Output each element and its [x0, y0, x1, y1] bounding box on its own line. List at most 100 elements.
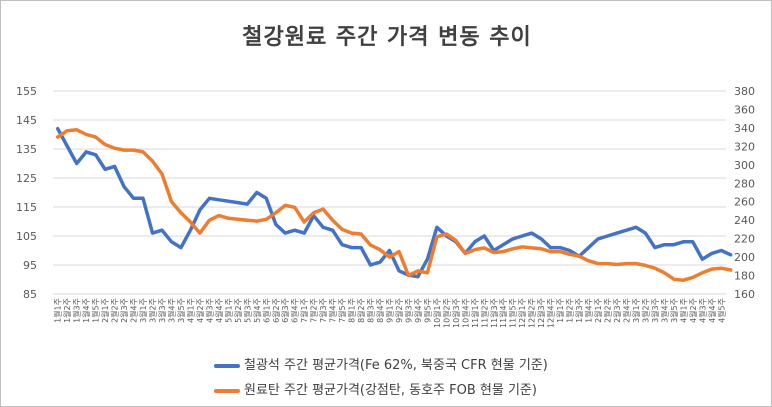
- y-axis-right: 160 180 200 220 240 260 280 300 320 340 360 380: [734, 85, 755, 301]
- x-tick-26: 7월1주: [299, 298, 309, 323]
- legend-label-iron-ore: 철광석 주간 평균가격(Fe 62%, 북중국 CFR 현물 기준): [244, 358, 548, 373]
- x-tick-58: 2월2주: [603, 298, 613, 323]
- x-tick-53: 1월1주: [555, 298, 565, 323]
- x-tick-44: 11월1주: [470, 298, 480, 328]
- y-left-tick-0: 85: [23, 288, 37, 301]
- x-tick-43: 10월4주: [460, 298, 470, 328]
- y-left-tick-4: 125: [16, 172, 37, 185]
- series-line-1: [55, 128, 733, 282]
- y-right-tick-4: 240: [734, 214, 755, 227]
- x-tick-36: 9월2주: [394, 298, 404, 323]
- y-right-tick-5: 260: [734, 196, 755, 209]
- x-tick-20: 5월3주: [242, 298, 252, 323]
- x-tick-12: 3월4주: [166, 298, 176, 323]
- y-right-tick-1: 180: [734, 270, 755, 283]
- x-tick-22: 6월1주: [261, 298, 271, 323]
- y-axis-left: 85 95 105 115 125 135 145 155: [16, 85, 37, 301]
- x-tick-24: 6월3주: [280, 298, 290, 323]
- y-left-tick-3: 115: [16, 201, 37, 214]
- x-tick-52: 12월4주: [546, 298, 556, 328]
- x-tick-0: 1월1주: [53, 298, 63, 323]
- x-tick-50: 12월2주: [527, 298, 537, 328]
- x-tick-31: 8월1주: [347, 298, 357, 323]
- x-tick-8: 2월4주: [129, 298, 139, 323]
- x-tick-60: 2월4주: [621, 298, 631, 323]
- x-tick-62: 3월2주: [640, 298, 650, 323]
- x-tick-49: 12월1주: [517, 298, 527, 328]
- x-axis: 1월1주 1월2주 1월3주 1월4주 1월5주 2월1주 2월2주 2월3주 2월4주 3월1주…: [53, 298, 727, 328]
- x-tick-47: 11월4주: [498, 298, 508, 328]
- x-tick-68: 4월3주: [697, 298, 707, 323]
- x-tick-54: 1월2주: [565, 298, 575, 323]
- x-tick-67: 4월2주: [688, 298, 698, 323]
- y-right-tick-2: 200: [734, 251, 755, 264]
- x-tick-55: 1월3주: [574, 298, 584, 323]
- x-tick-4: 1월5주: [91, 298, 101, 323]
- x-tick-65: 3월5주: [669, 298, 679, 323]
- x-tick-16: 4월3주: [204, 298, 214, 323]
- x-tick-63: 3월3주: [650, 298, 660, 323]
- x-tick-30: 7월5주: [337, 298, 347, 323]
- x-tick-41: 10월2주: [441, 298, 451, 328]
- y-left-tick-1: 95: [23, 259, 37, 272]
- y-right-tick-3: 220: [734, 233, 755, 246]
- x-tick-6: 2월2주: [110, 298, 120, 323]
- x-tick-3: 1월4주: [81, 298, 91, 323]
- legend-item-coking-coal: 원료탄 주간 평균가격(강점탄, 동호주 FOB 현물 기준): [214, 379, 537, 398]
- y-right-tick-8: 320: [734, 140, 755, 153]
- x-tick-33: 8월3주: [366, 298, 376, 323]
- y-left-tick-6: 145: [16, 114, 37, 127]
- legend-label-coking-coal: 원료탄 주간 평균가격(강점탄, 동호주 FOB 현물 기준): [244, 383, 537, 398]
- y-right-tick-6: 280: [734, 177, 755, 190]
- x-tick-46: 11월3주: [489, 298, 499, 328]
- x-tick-64: 3월4주: [659, 298, 669, 323]
- chart-title: 철강원료 주간 가격 변동 추이: [242, 25, 532, 50]
- x-tick-1: 1월2주: [62, 298, 72, 323]
- x-tick-37: 9월3주: [403, 298, 413, 323]
- y-left-tick-7: 155: [16, 85, 37, 98]
- x-tick-14: 4월1주: [185, 298, 195, 323]
- y-right-tick-11: 380: [734, 85, 755, 98]
- x-tick-7: 2월3주: [119, 298, 129, 323]
- x-tick-38: 9월4주: [413, 298, 423, 323]
- x-tick-27: 7월2주: [309, 298, 319, 323]
- x-tick-39: 9월5주: [422, 298, 432, 323]
- x-tick-70: 4월5주: [716, 298, 726, 323]
- x-tick-40: 10월1주: [432, 298, 442, 328]
- x-tick-66: 4월1주: [678, 298, 688, 323]
- x-tick-9: 3월1주: [138, 298, 148, 323]
- x-tick-17: 4월4주: [214, 298, 224, 323]
- x-tick-23: 6월2주: [271, 298, 281, 323]
- x-tick-56: 1월4주: [584, 298, 594, 323]
- x-tick-61: 3월1주: [631, 298, 641, 323]
- y-right-tick-10: 360: [734, 103, 755, 116]
- x-tick-13: 3월5주: [176, 298, 186, 323]
- x-tick-59: 2월3주: [612, 298, 622, 323]
- x-tick-21: 5월4주: [252, 298, 262, 323]
- x-tick-2: 1월3주: [72, 298, 82, 323]
- x-tick-25: 6월4주: [290, 298, 300, 323]
- x-tick-28: 7월3주: [318, 298, 328, 323]
- y-left-tick-5: 135: [16, 143, 37, 156]
- x-tick-69: 4월4주: [707, 298, 717, 323]
- x-tick-57: 2월1주: [593, 298, 603, 323]
- x-tick-15: 4월2주: [195, 298, 205, 323]
- x-tick-32: 8월2주: [356, 298, 366, 323]
- y-right-tick-0: 160: [734, 288, 755, 301]
- y-left-tick-2: 105: [16, 230, 37, 243]
- legend-item-iron-ore: 철광석 주간 평균가격(Fe 62%, 북중국 CFR 현물 기준): [214, 354, 548, 373]
- x-tick-10: 3월2주: [148, 298, 158, 323]
- x-tick-34: 8월4주: [375, 298, 385, 323]
- x-tick-5: 2월1주: [100, 298, 110, 323]
- legend-swatch-iron-ore: [214, 363, 240, 368]
- series-lines: [55, 126, 733, 282]
- x-tick-48: 11월5주: [508, 298, 518, 328]
- y-right-tick-9: 340: [734, 122, 755, 135]
- series-line-0: [55, 126, 733, 279]
- x-tick-35: 9월1주: [385, 298, 395, 323]
- x-tick-11: 3월3주: [157, 298, 167, 323]
- x-tick-29: 7월4주: [328, 298, 338, 323]
- y-right-tick-7: 300: [734, 159, 755, 172]
- x-tick-18: 5월1주: [223, 298, 233, 323]
